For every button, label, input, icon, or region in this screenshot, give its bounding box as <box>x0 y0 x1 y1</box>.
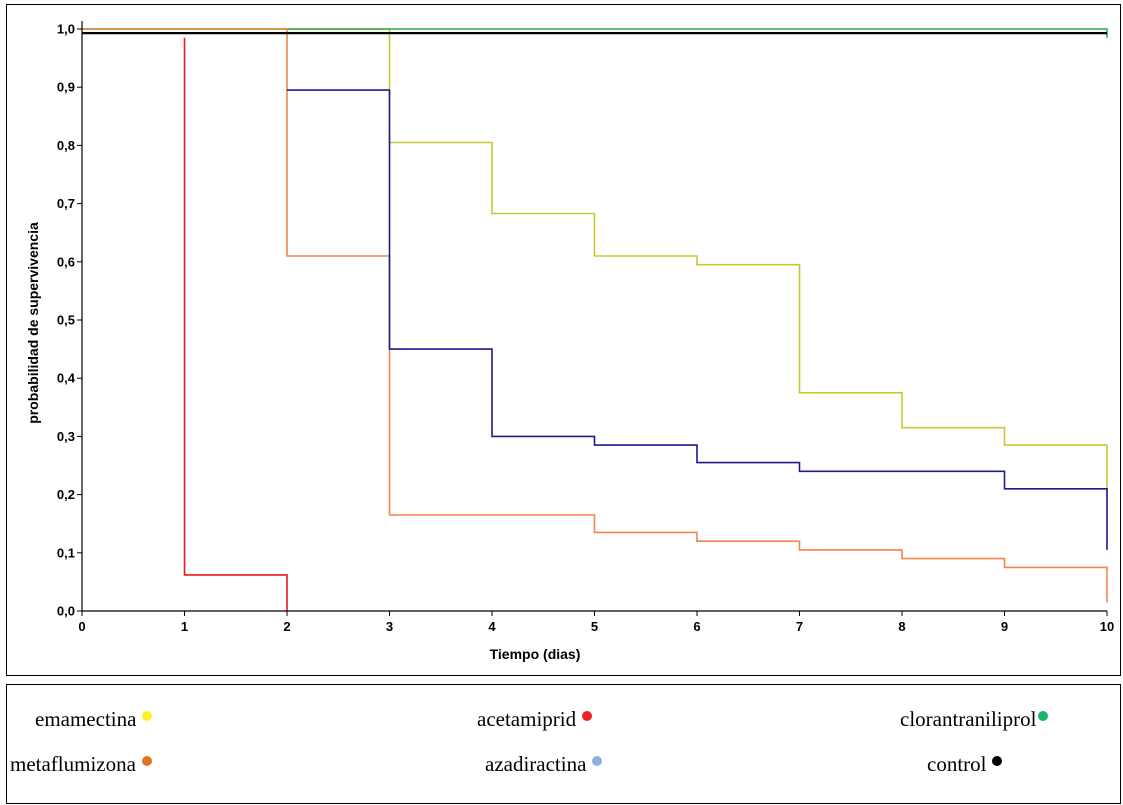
ticks-layer: 0 1 2 3 4 5 6 7 8 9 10 0,0 0,1 0,2 0,3 0,4 0,5 0,6 0,7 0,8 0… <box>57 22 1114 635</box>
chart-panel: 0 1 2 3 4 5 6 7 8 9 10 0,0 0,1 0,2 0,3 0,4 0,5 0,6 0,7 0,8 0… <box>6 4 1121 676</box>
legend-item-clorantraniliprol: clorantraniliprol <box>900 707 1048 732</box>
legend-item-control: control <box>927 752 1002 777</box>
legend-label: azadiractina <box>485 752 586 777</box>
survival-chart: 0 1 2 3 4 5 6 7 8 9 10 0,0 0,1 0,2 0,3 0,4 0,5 0,6 0,7 0,8 0… <box>7 5 1122 677</box>
legend-item-azadiractina: azadiractina <box>485 752 602 777</box>
legend-item-metaflumizona: metaflumizona <box>10 752 152 777</box>
x-tick-label: 7 <box>796 619 803 634</box>
y-tick-label: 0,1 <box>57 545 75 560</box>
legend-label: acetamiprid <box>477 707 576 732</box>
y-tick-label: 0,0 <box>57 604 75 619</box>
y-tick-label: 0,8 <box>57 138 75 153</box>
legend-label: emamectina <box>35 707 136 732</box>
x-tick-label: 0 <box>78 619 85 634</box>
y-tick-label: 0,7 <box>57 196 75 211</box>
x-axis-title: Tiempo (dias) <box>490 646 581 662</box>
emamectina-dot-icon <box>142 711 152 721</box>
legend-item-emamectina: emamectina <box>35 707 152 732</box>
y-tick-label: 0,6 <box>57 254 75 269</box>
legend-label: metaflumizona <box>10 752 136 777</box>
y-tick-label: 0,9 <box>57 80 75 95</box>
x-tick-label: 4 <box>488 619 496 634</box>
x-tick-label: 6 <box>693 619 700 634</box>
x-tick-label: 2 <box>283 619 290 634</box>
azadiractina-dot-icon <box>592 756 602 766</box>
legend-label: control <box>927 752 986 777</box>
y-tick-label: 0,5 <box>57 313 75 328</box>
y-tick-label: 0,2 <box>57 487 75 502</box>
legend: emamectina acetamiprid clorantraniliprol… <box>6 684 1121 804</box>
series-line-emamectina <box>82 29 1107 498</box>
series-line-metaflumizona <box>82 29 1107 602</box>
y-tick-label: 0,4 <box>57 371 76 386</box>
y-axis-title: probabilidad de supervivencia <box>25 222 41 424</box>
legend-item-acetamiprid: acetamiprid <box>477 707 592 732</box>
series-line-acetamiprid <box>185 38 288 611</box>
x-tick-label: 8 <box>898 619 905 634</box>
y-tick-label: 1,0 <box>57 22 75 37</box>
clorantraniliprol-dot-icon <box>1038 711 1048 721</box>
x-tick-label: 9 <box>1001 619 1008 634</box>
acetamiprid-dot-icon <box>582 711 592 721</box>
series-layer <box>82 29 1107 611</box>
x-tick-label: 5 <box>591 619 598 634</box>
x-tick-label: 3 <box>386 619 393 634</box>
control-dot-icon <box>992 756 1002 766</box>
legend-label: clorantraniliprol <box>900 707 1036 732</box>
y-tick-label: 0,3 <box>57 429 75 444</box>
metaflumizona-dot-icon <box>142 756 152 766</box>
x-tick-label: 10 <box>1100 619 1114 634</box>
x-tick-label: 1 <box>181 619 188 634</box>
series-line-azadiractina <box>287 90 1107 550</box>
